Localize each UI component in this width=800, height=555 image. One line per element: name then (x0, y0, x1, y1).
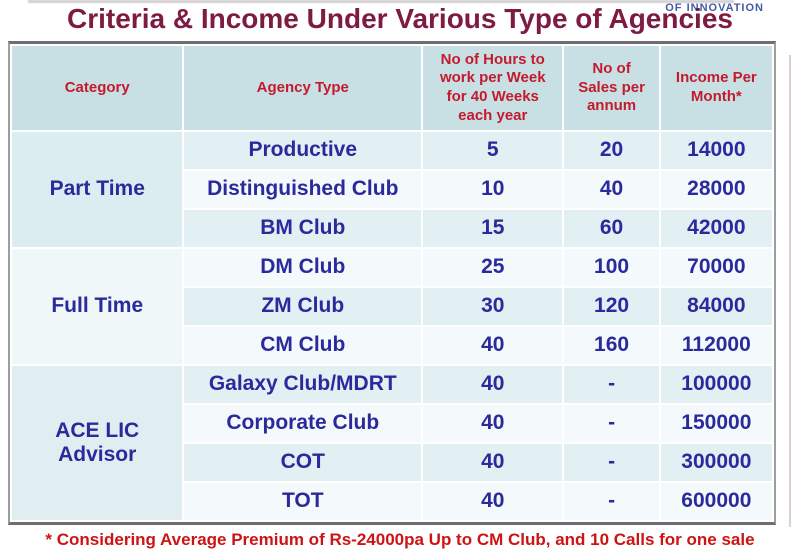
table-row: ACE LIC Advisor Galaxy Club/MDRT 40 - 10… (12, 366, 772, 520)
sales-cell: 20 (564, 132, 659, 169)
hours-cell: 10 (423, 171, 563, 208)
agency-cell: BM Club (184, 210, 422, 247)
page-title: Criteria & Income Under Various Type of … (67, 3, 733, 34)
col-header-sales: No of Sales per annum (564, 46, 659, 130)
hours-cell: 5 (423, 132, 563, 169)
agency-cell: Distinguished Club (184, 171, 422, 208)
agency-cell: Corporate Club (184, 405, 422, 442)
criteria-income-table: Category Agency Type No of Hours to work… (8, 41, 776, 525)
sales-cell: 60 (564, 210, 659, 247)
top-edge-artifact (28, 0, 734, 3)
agency-cell: TOT (184, 483, 422, 520)
hours-cell: 40 (423, 483, 563, 520)
header-row: Category Agency Type No of Hours to work… (12, 46, 772, 130)
table-row: BM Club 15 60 42000 (12, 210, 772, 247)
col-header-hours: No of Hours to work per Week for 40 Week… (423, 46, 563, 130)
hours-cell: 40 (423, 366, 563, 403)
table-row: CM Club 40 160 112000 (12, 327, 772, 364)
income-cell: 14000 (660, 132, 772, 169)
sales-cell: 120 (564, 288, 659, 325)
logo-watermark-text: OF INNOVATION (665, 2, 764, 14)
col-header-category: Category (12, 46, 183, 130)
table-row: Distinguished Club 10 40 28000 (12, 171, 772, 208)
col-header-agency-type: Agency Type (184, 46, 422, 130)
table-row: Part Time Productive 5 20 14000 (12, 132, 772, 247)
category-cell: Full Time (12, 249, 183, 364)
income-cell: 28000 (660, 171, 772, 208)
agency-cell: Galaxy Club/MDRT (184, 366, 422, 403)
income-cell: 42000 (660, 210, 772, 247)
table-row: COT 40 - 300000 (12, 444, 772, 481)
income-cell: 600000 (660, 483, 772, 520)
sales-cell: 100 (564, 249, 659, 286)
sales-cell: - (564, 366, 659, 403)
category-cell: Part Time (12, 132, 183, 247)
sales-cell: - (564, 405, 659, 442)
income-cell: 100000 (660, 366, 772, 403)
income-cell: 70000 (660, 249, 772, 286)
sales-cell: - (564, 483, 659, 520)
income-cell: 112000 (660, 327, 772, 364)
agency-cell: DM Club (184, 249, 422, 286)
agency-cell: ZM Club (184, 288, 422, 325)
table-row: ZM Club 30 120 84000 (12, 288, 772, 325)
income-cell: 84000 (660, 288, 772, 325)
income-cell: 150000 (660, 405, 772, 442)
category-cell: ACE LIC Advisor (12, 366, 183, 520)
income-cell: 300000 (660, 444, 772, 481)
agency-cell: COT (184, 444, 422, 481)
hours-cell: 40 (423, 444, 563, 481)
col-header-income: Income Per Month* (660, 46, 772, 130)
table-row: Full Time DM Club 25 100 70000 (12, 249, 772, 364)
agency-cell: Productive (184, 132, 422, 169)
hours-cell: 30 (423, 288, 563, 325)
sales-cell: 40 (564, 171, 659, 208)
table-row: TOT 40 - 600000 (12, 483, 772, 520)
agency-cell: CM Club (184, 327, 422, 364)
hours-cell: 25 (423, 249, 563, 286)
right-edge-line (789, 55, 791, 527)
hours-cell: 40 (423, 327, 563, 364)
logo-watermark: OF INNOVATION (665, 2, 764, 14)
sales-cell: 160 (564, 327, 659, 364)
sales-cell: - (564, 444, 659, 481)
hours-cell: 40 (423, 405, 563, 442)
table-row: Corporate Club 40 - 150000 (12, 405, 772, 442)
footnote: * Considering Average Premium of Rs-2400… (45, 530, 755, 549)
hours-cell: 15 (423, 210, 563, 247)
